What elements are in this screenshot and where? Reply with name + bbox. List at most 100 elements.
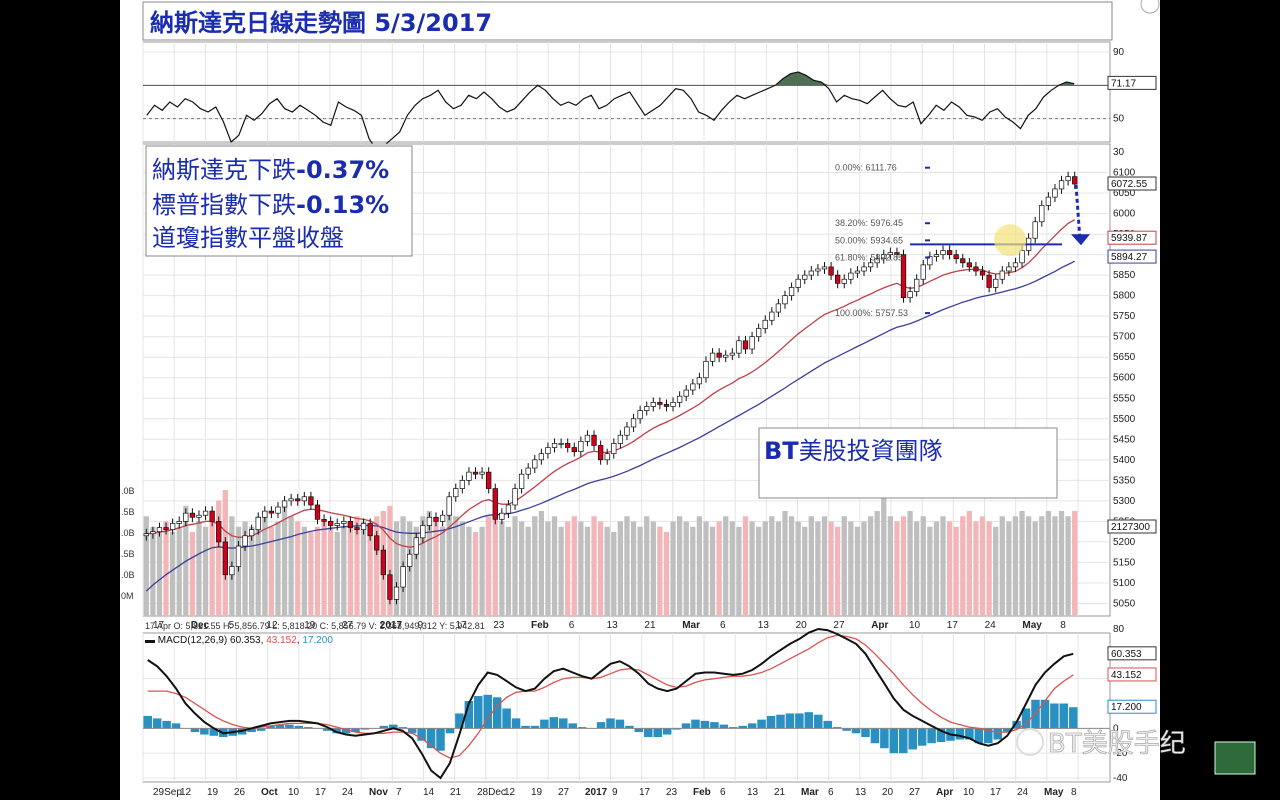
candle-body: [815, 268, 821, 272]
volume-bar: [347, 521, 354, 616]
volume-bar: [1019, 511, 1025, 616]
macd-histogram-bar: [634, 728, 644, 733]
title-box: [142, 1, 1113, 41]
volume-bar: [867, 516, 874, 616]
volume-bar: [281, 500, 288, 616]
macd-histogram-bar: [644, 728, 653, 738]
macd-histogram-bar: [691, 719, 700, 729]
volume-bar: [756, 526, 762, 616]
volume-bar: [466, 526, 472, 616]
candle-body: [242, 535, 248, 547]
candle-body: [209, 510, 215, 522]
x-axis-tick-label: 24: [1017, 787, 1029, 798]
volume-bar: [143, 516, 149, 616]
candle-body: [848, 272, 854, 280]
x-axis-tick-label: 17: [947, 620, 959, 631]
volume-bar: [841, 516, 847, 616]
macd-histogram-bar: [511, 718, 521, 729]
candle-body: [505, 504, 512, 514]
candle-body: [235, 545, 242, 567]
volume-bar: [578, 521, 584, 616]
x-axis-tick-label: 2017: [585, 787, 608, 798]
volume-bar: [663, 532, 670, 616]
candle-body: [993, 278, 999, 288]
macd-histogram-bar: [936, 728, 946, 742]
volume-bar: [176, 526, 182, 616]
volume-tick-label: .5B: [121, 549, 135, 559]
volume-bar: [894, 521, 900, 616]
candle-body: [420, 525, 426, 539]
x-axis-tick-label: 27: [558, 787, 570, 798]
volume-bar: [341, 526, 347, 616]
candle-body: [578, 441, 584, 452]
x-axis-tick-label: 24: [985, 620, 997, 631]
window-control-icon[interactable]: [1140, 0, 1160, 14]
volume-bar: [742, 516, 749, 616]
volume-bar: [677, 516, 683, 616]
price-tag-box: [1107, 230, 1157, 245]
macd-histogram-bar: [351, 728, 360, 733]
volume-bar: [848, 521, 854, 616]
macd-histogram-bar: [681, 723, 691, 729]
price-tag-label: 71.17: [1111, 78, 1136, 89]
macd-histogram-bar: [294, 725, 304, 729]
macd-histogram-bar: [530, 725, 540, 729]
x-axis-tick-label: 17: [315, 787, 327, 798]
macd-histogram-bar: [851, 728, 861, 734]
volume-bar: [288, 516, 294, 616]
macd-histogram-bar: [502, 708, 511, 729]
team-label: BT美股投資團隊: [764, 437, 943, 465]
price-y-tick-label: 6100: [1113, 168, 1136, 179]
candle-body: [867, 262, 874, 268]
macd-histogram-bar: [993, 728, 1002, 740]
volume-bar: [262, 511, 268, 616]
volume-bar: [486, 516, 492, 616]
volume-bar: [1072, 511, 1078, 616]
candle-body: [1032, 221, 1038, 239]
macd-histogram-bar: [870, 728, 880, 744]
volume-bar: [802, 526, 808, 616]
volume-bar: [169, 532, 176, 616]
volume-bar: [835, 526, 841, 616]
highlight-circle: [994, 224, 1026, 257]
candle-body: [828, 266, 834, 276]
candle-body: [459, 479, 466, 489]
candle-body: [808, 270, 814, 276]
rsi-line: [146, 71, 1075, 152]
candle-body: [374, 535, 380, 551]
candle-body: [696, 377, 703, 385]
macd-histogram-bar: [747, 723, 757, 729]
candle-body: [762, 319, 768, 329]
candle-body: [268, 510, 275, 514]
macd-histogram-bar: [889, 728, 899, 754]
volume-bar: [525, 526, 531, 616]
candle-body: [584, 434, 591, 442]
macd-histogram-bar: [568, 723, 577, 729]
volume-bar: [189, 532, 196, 616]
x-axis-tick-label: 19: [207, 787, 219, 798]
candle-body: [657, 402, 663, 405]
x-axis-tick-label: 6: [720, 620, 726, 631]
volume-bar: [690, 526, 696, 616]
candle-body: [644, 406, 650, 411]
candle-body: [788, 287, 795, 297]
price-y-tick-label: 5300: [1113, 496, 1136, 507]
candle-body: [189, 512, 196, 518]
x-axis-tick-label: 19: [531, 787, 543, 798]
candle-body: [920, 264, 926, 280]
volume-bar: [505, 526, 512, 616]
watermark: BT美股手纪: [1016, 728, 1256, 775]
price-y-tick-label: 5100: [1113, 578, 1136, 589]
volume-bar: [242, 521, 248, 616]
candle-body: [367, 523, 373, 537]
macd-signal-line: [147, 634, 1074, 759]
volume-bar: [597, 521, 604, 616]
down-arrow-icon: [1071, 234, 1090, 246]
candle-body: [597, 445, 604, 461]
price-y-tick-label: 5350: [1113, 475, 1136, 486]
x-axis-tick-label: Nov: [369, 787, 388, 798]
x-axis-tick-label: 8: [1060, 620, 1066, 631]
x-axis-tick-label: 28Dec: [477, 787, 506, 798]
x-axis-tick-label: 10: [963, 787, 975, 798]
x-axis-tick-label: 8: [1071, 787, 1077, 798]
